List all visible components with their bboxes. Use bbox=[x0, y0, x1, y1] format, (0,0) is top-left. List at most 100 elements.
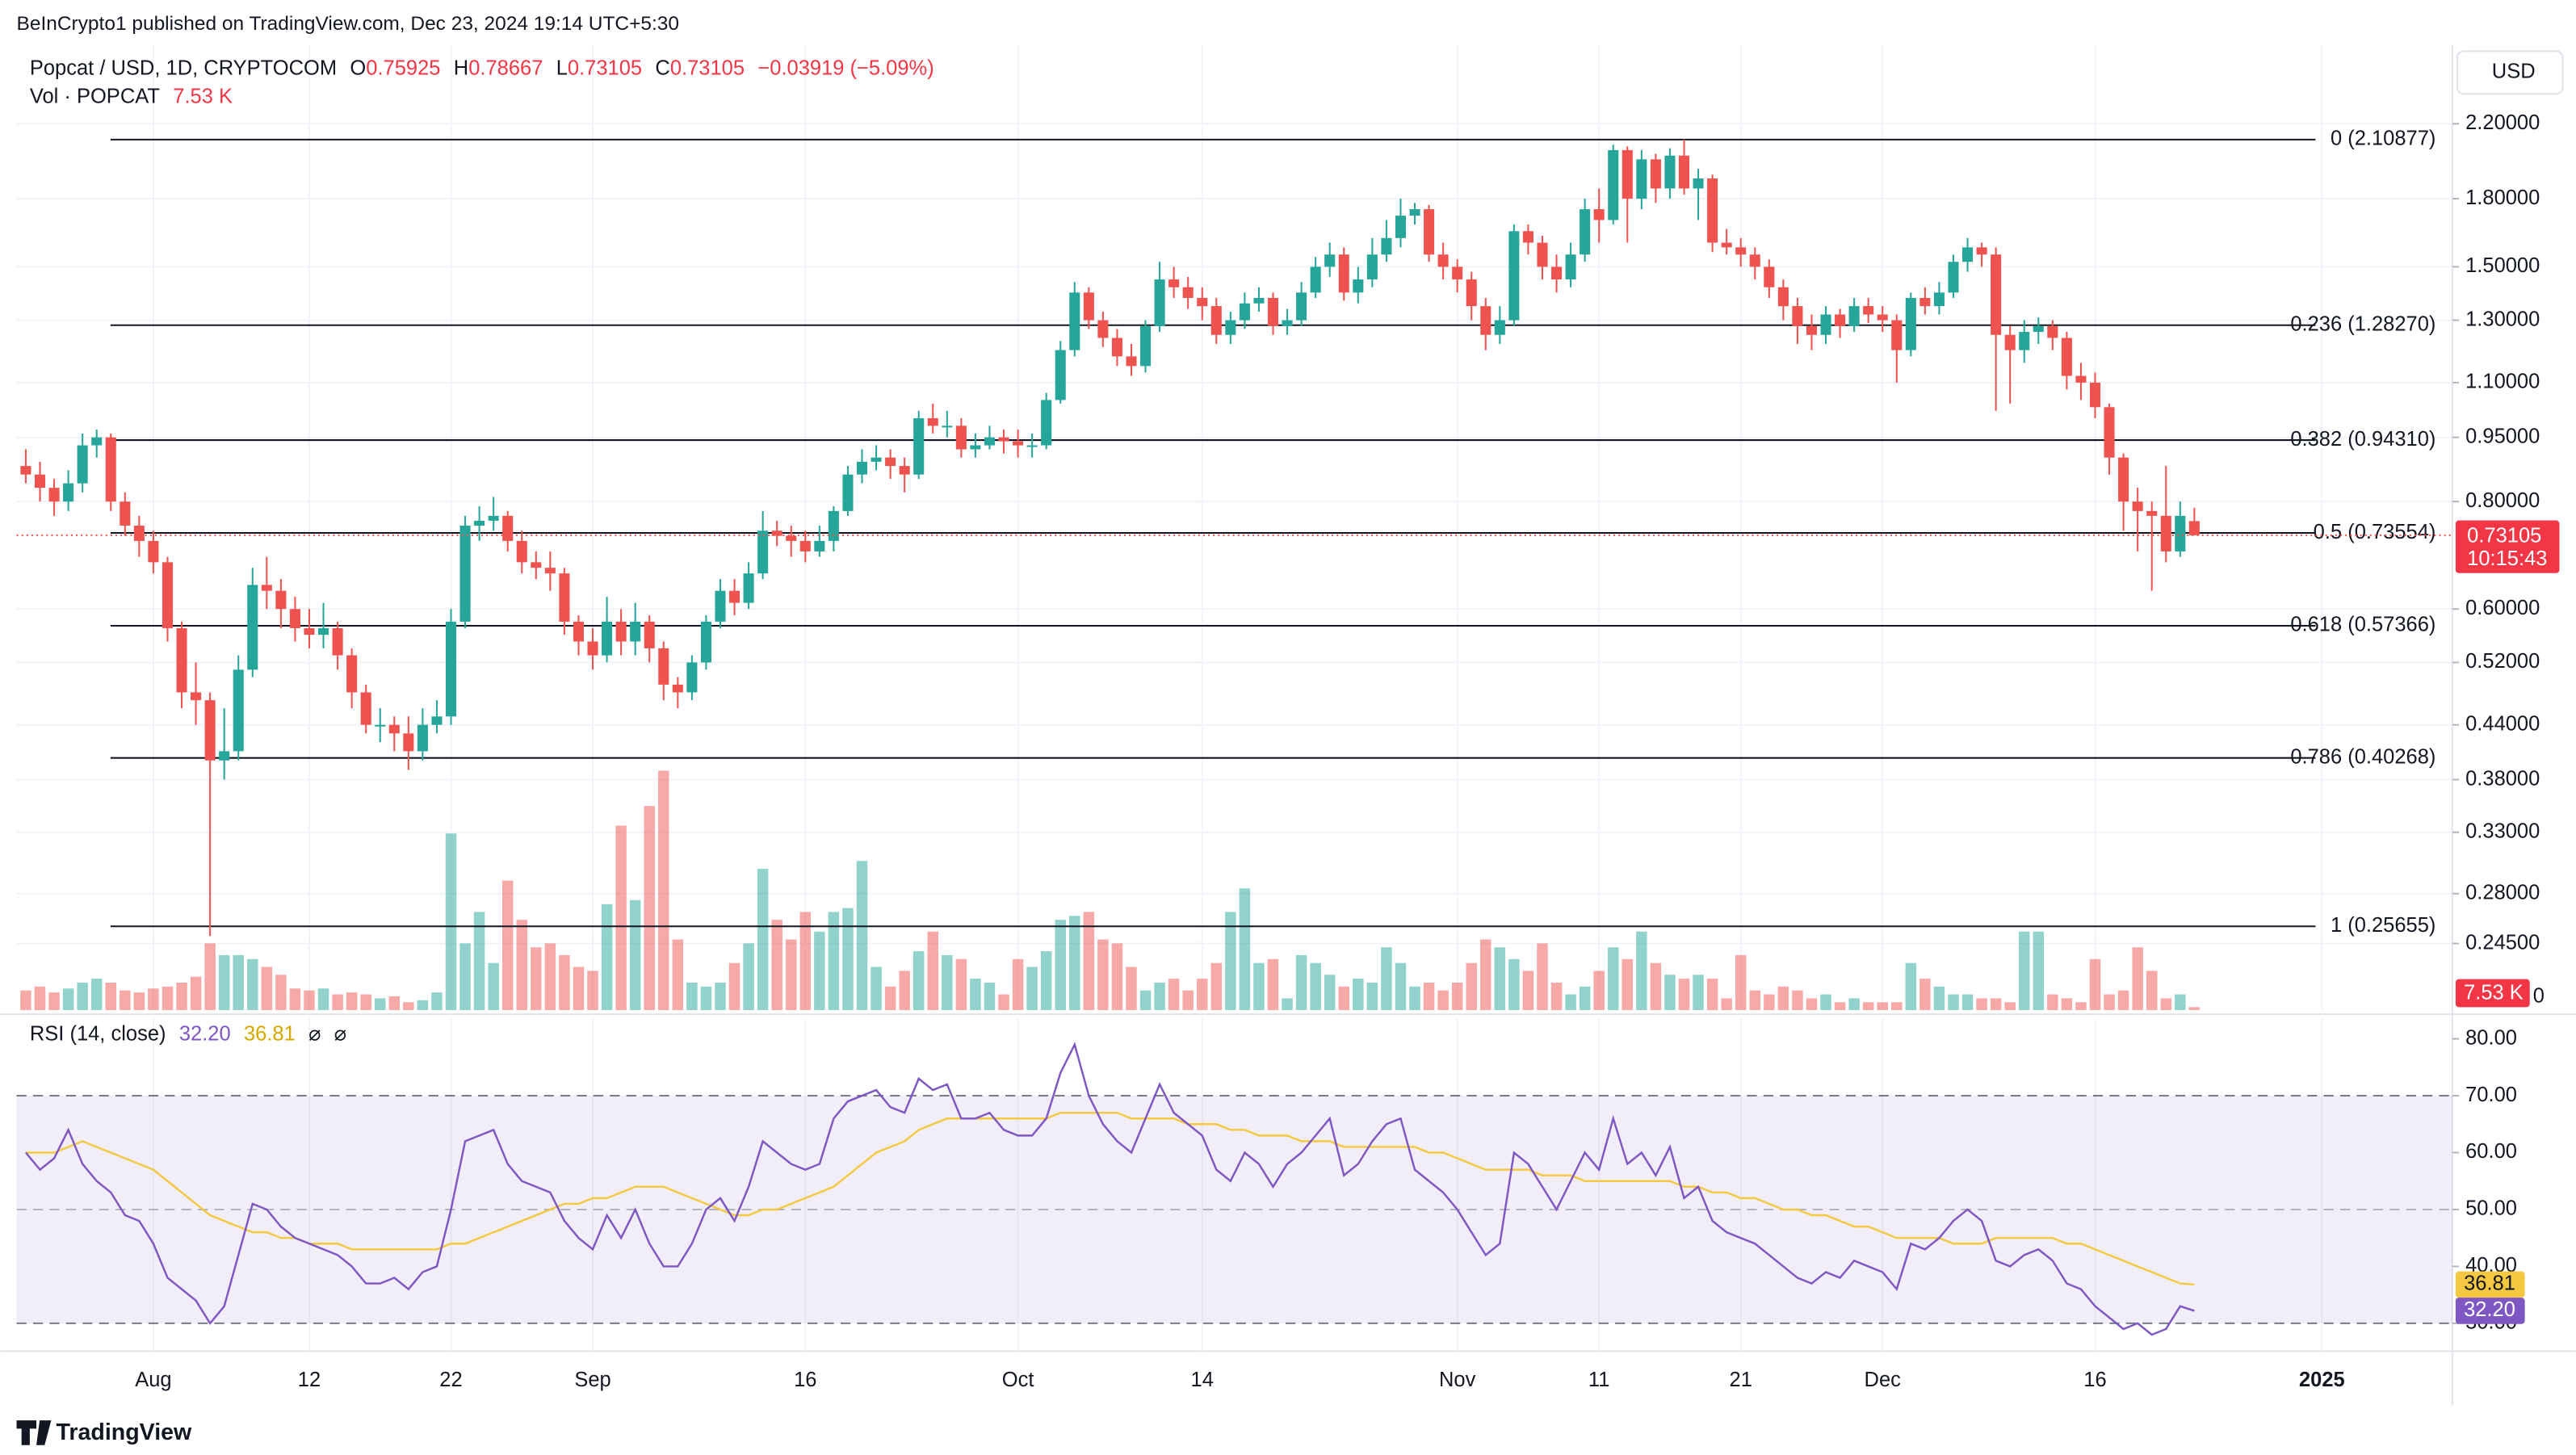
volume-bar bbox=[1225, 912, 1236, 1010]
candle-body bbox=[1210, 306, 1222, 335]
volume-bar bbox=[1948, 994, 1959, 1010]
candle-body bbox=[899, 466, 910, 475]
y-tick-label: 0.44000 bbox=[2465, 712, 2540, 735]
candle-body bbox=[559, 573, 570, 622]
volume-legend: Vol · POPCAT 7.53 K bbox=[30, 85, 233, 107]
candle-body bbox=[2118, 457, 2129, 502]
volume-bar bbox=[2019, 931, 2030, 1010]
volume-bar bbox=[1990, 998, 2002, 1010]
candle-body bbox=[388, 724, 400, 734]
volume-bar bbox=[686, 982, 698, 1010]
rsi-ma-badge bbox=[2455, 1271, 2525, 1298]
volume-bar bbox=[544, 943, 556, 1010]
volume-bar bbox=[1622, 958, 1634, 1010]
volume-bar bbox=[48, 992, 60, 1010]
volume-bar bbox=[2061, 998, 2073, 1010]
candle-body bbox=[1749, 254, 1760, 267]
volume-bar bbox=[1537, 943, 1548, 1010]
volume-bar bbox=[1267, 958, 1279, 1010]
candle-body bbox=[814, 540, 825, 551]
legend: Popcat / USD, 1D, CRYPTOCOM O0.75925 H0.78… bbox=[30, 57, 934, 79]
x-tick-label: 2025 bbox=[2299, 1369, 2345, 1391]
h-label: H bbox=[454, 57, 468, 79]
volume-bar bbox=[998, 994, 1009, 1010]
o-label: O bbox=[350, 57, 366, 79]
volume-bar bbox=[1494, 947, 1506, 1010]
open-value: 0.75925 bbox=[366, 57, 440, 79]
candle-body bbox=[1267, 297, 1279, 326]
volume-bar bbox=[275, 975, 287, 1010]
candle-body bbox=[757, 530, 769, 574]
volume-bar bbox=[403, 1002, 414, 1010]
candle-body bbox=[942, 426, 953, 428]
x-tick-label: Aug bbox=[135, 1369, 171, 1391]
candle-body bbox=[2175, 515, 2186, 551]
l-label: L bbox=[556, 57, 568, 79]
volume-bar bbox=[1735, 954, 1747, 1010]
candle-body bbox=[686, 662, 698, 693]
volume-bar bbox=[1905, 962, 1917, 1010]
rsi-extra: ⌀ bbox=[308, 1022, 321, 1045]
volume-bar bbox=[473, 912, 485, 1010]
currency[interactable]: USD bbox=[2492, 61, 2536, 83]
volume-bar bbox=[190, 976, 202, 1010]
candle-body bbox=[1239, 303, 1250, 321]
candle-body bbox=[233, 669, 244, 752]
candle-body bbox=[871, 457, 882, 462]
volume-bar bbox=[2075, 1002, 2087, 1010]
candle-body bbox=[176, 627, 187, 693]
candle-body bbox=[105, 437, 116, 502]
volume-bar bbox=[871, 967, 882, 1010]
volume-bar bbox=[1976, 998, 1987, 1010]
candle-body bbox=[2033, 325, 2044, 333]
y-tick-label: 1.80000 bbox=[2465, 187, 2540, 209]
volume-bar bbox=[317, 988, 329, 1010]
volume-bar bbox=[715, 982, 726, 1010]
symbol: Popcat / USD, 1D, CRYPTOCOM bbox=[30, 57, 337, 79]
x-tick-label: 22 bbox=[439, 1369, 462, 1391]
x-tick-label: 12 bbox=[298, 1369, 321, 1391]
candle-body bbox=[1806, 325, 1817, 335]
candle-body bbox=[375, 724, 386, 727]
volume-bar bbox=[120, 990, 131, 1010]
volume-bar bbox=[1197, 979, 1208, 1010]
volume-bar bbox=[1792, 990, 1803, 1010]
volume-bar bbox=[1636, 931, 1647, 1010]
candle-body bbox=[502, 515, 514, 541]
volume-bar bbox=[786, 939, 797, 1010]
volume-badge bbox=[2455, 979, 2530, 1008]
volume-bar bbox=[1097, 939, 1109, 1010]
volume-bar bbox=[247, 958, 258, 1010]
volume-bar bbox=[1777, 986, 1789, 1010]
y-tick-label: 0.38000 bbox=[2465, 767, 2540, 790]
volume-bar bbox=[360, 994, 371, 1010]
volume-bar bbox=[672, 939, 684, 1010]
candle-body bbox=[48, 488, 60, 502]
volume-bar bbox=[176, 982, 187, 1010]
candle-body bbox=[1282, 320, 1293, 326]
volume-bar bbox=[1522, 971, 1534, 1010]
candle-body bbox=[1551, 266, 1563, 280]
candle-body bbox=[743, 573, 754, 603]
candle-body bbox=[1991, 254, 2002, 335]
volume-bar bbox=[658, 770, 669, 1010]
c-label: C bbox=[655, 57, 669, 79]
currency-button[interactable] bbox=[2456, 50, 2564, 95]
candle-body bbox=[34, 474, 46, 488]
volume-bar bbox=[77, 982, 88, 1010]
fib-label: 0.5 (0.73554) bbox=[2314, 521, 2436, 543]
candle-body bbox=[1863, 306, 1874, 315]
volume-bar bbox=[1111, 943, 1123, 1010]
volume-bar bbox=[771, 920, 782, 1010]
x-tick-label: Nov bbox=[1439, 1369, 1476, 1391]
volume-bar bbox=[1664, 975, 1676, 1010]
volume-bar bbox=[1423, 982, 1435, 1010]
volume-bar bbox=[1069, 916, 1080, 1010]
candle-body bbox=[459, 526, 471, 622]
volume-bar bbox=[62, 988, 74, 1010]
candle-body bbox=[516, 540, 527, 563]
volume-bar bbox=[332, 994, 343, 1010]
publisher: BeInCrypto1 published on TradingView.com… bbox=[17, 13, 679, 35]
candle-body bbox=[1707, 178, 1718, 243]
